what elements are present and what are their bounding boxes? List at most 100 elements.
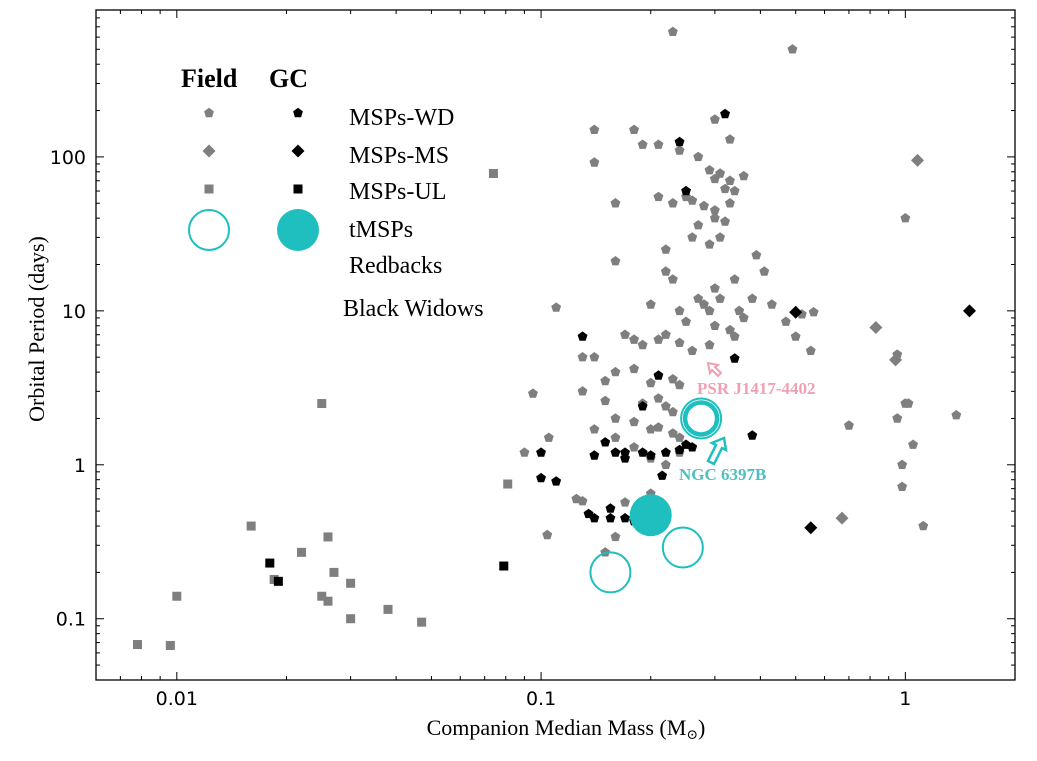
point-msps-ul-field bbox=[172, 591, 182, 601]
point-redbacks-field bbox=[844, 420, 854, 430]
point-msps-wd-field bbox=[687, 232, 698, 242]
point-msps-wd-field bbox=[704, 239, 715, 249]
point-msps-wd-field bbox=[687, 195, 698, 205]
legend-mark-tmsps-gc bbox=[277, 209, 319, 251]
point-msps-wd-field bbox=[738, 170, 749, 181]
point-msps-wd-field bbox=[699, 200, 709, 211]
point-msps-ul-field bbox=[346, 614, 356, 624]
point-msps-wd-field bbox=[589, 352, 600, 362]
point-msps-wd-field bbox=[629, 334, 639, 344]
point-msps-wd-field bbox=[528, 388, 538, 398]
legend-mark-msps-wd-gc bbox=[293, 107, 303, 118]
legend-label-msps-ms: MSPs-MS bbox=[349, 143, 449, 169]
point-msps-ul-field bbox=[503, 479, 513, 489]
point-msps-wd-field bbox=[693, 220, 704, 230]
point-msps-wd-gc bbox=[681, 185, 691, 196]
point-msps-wd-gc bbox=[687, 442, 698, 452]
point-msps-wd-gc bbox=[600, 437, 611, 447]
point-msps-wd-field bbox=[667, 274, 678, 284]
point-msps-wd-field bbox=[729, 274, 740, 284]
point-redbacks-field bbox=[908, 439, 918, 449]
point-tmsps-field bbox=[661, 526, 704, 569]
point-msps-ms-gc bbox=[962, 304, 976, 318]
point-msps-wd-field bbox=[589, 157, 600, 167]
point-msps-wd-field bbox=[674, 432, 685, 442]
y-tick-label: 0.1 bbox=[56, 609, 86, 631]
point-redbacks-field bbox=[805, 345, 816, 355]
point-msps-wd-gc bbox=[589, 450, 600, 460]
point-msps-wd-field bbox=[674, 379, 685, 390]
point-msps-wd-gc bbox=[589, 513, 600, 523]
point-msps-wd-gc bbox=[660, 447, 671, 457]
point-msps-wd-field bbox=[660, 459, 671, 469]
point-msps-wd-field bbox=[620, 329, 630, 339]
point-msps-ul-field bbox=[417, 617, 427, 627]
x-tick-label: 0.01 bbox=[156, 688, 198, 710]
point-msps-wd-field bbox=[653, 422, 664, 432]
point-msps-wd-field bbox=[645, 424, 656, 434]
legend-mark-msps-ul-gc bbox=[293, 184, 303, 194]
point-msps-wd-field bbox=[715, 168, 725, 178]
y-axis-label: Orbital Period (days) bbox=[24, 236, 49, 422]
point-msps-wd-field bbox=[577, 386, 588, 396]
point-msps-wd-field bbox=[610, 413, 621, 423]
point-msps-wd-field bbox=[543, 432, 554, 442]
point-msps-wd-gc bbox=[620, 453, 630, 463]
point-msps-wd-field bbox=[660, 329, 671, 339]
point-msps-wd-gc bbox=[657, 470, 668, 480]
point-msps-wd-field bbox=[720, 216, 730, 226]
point-msps-wd-field bbox=[704, 305, 715, 316]
point-redbacks-field bbox=[808, 307, 819, 317]
point-msps-ul-field bbox=[488, 169, 498, 179]
point-msps-wd-field bbox=[610, 432, 621, 442]
point-msps-wd-field bbox=[542, 529, 553, 540]
point-msps-ul-field bbox=[323, 532, 333, 542]
point-msps-wd-field bbox=[715, 293, 725, 303]
point-redbacks-field bbox=[951, 410, 962, 420]
point-msps-wd-field bbox=[610, 198, 621, 208]
point-msps-ul-gc bbox=[499, 561, 509, 571]
point-msps-wd-field bbox=[629, 124, 639, 134]
point-msps-ul-gc bbox=[273, 576, 283, 586]
point-msps-wd-field bbox=[629, 363, 639, 374]
point-redbacks-field bbox=[900, 213, 911, 223]
point-msps-wd-field bbox=[637, 339, 648, 350]
point-msps-wd-field bbox=[637, 139, 648, 149]
point-msps-wd-gc bbox=[674, 136, 685, 147]
point-redbacks-field bbox=[790, 331, 801, 341]
point-redbacks-field bbox=[897, 481, 908, 491]
legend-header-gc: GC bbox=[269, 64, 308, 93]
point-msps-wd-field bbox=[600, 395, 611, 406]
point-msps-wd-field bbox=[747, 293, 758, 303]
legend-label-black-widows: Black Widows bbox=[343, 296, 484, 322]
point-msps-wd-field bbox=[709, 320, 720, 330]
point-msps-wd-field bbox=[729, 331, 740, 341]
point-redbacks-field bbox=[903, 398, 914, 408]
point-msps-ms-gc bbox=[804, 521, 818, 535]
point-msps-wd-field bbox=[734, 305, 745, 316]
point-msps-wd-field bbox=[704, 165, 715, 175]
point-msps-wd-gc bbox=[720, 108, 730, 119]
point-msps-wd-field bbox=[660, 244, 671, 254]
point-msps-wd-gc bbox=[605, 503, 616, 513]
point-msps-ul-field bbox=[133, 640, 143, 650]
point-msps-wd-field bbox=[781, 316, 791, 326]
legend: Field GC MSPs-WD MSPs-MS MSPs-UL tMSPs R… bbox=[181, 64, 484, 322]
point-msps-wd-gc bbox=[605, 513, 616, 523]
point-msps-wd-gc bbox=[536, 472, 546, 483]
point-msps-wd-field bbox=[653, 334, 664, 344]
point-msps-wd-field bbox=[729, 185, 740, 196]
point-msps-ms-gc bbox=[789, 305, 803, 319]
legend-label-msps-ul: MSPs-UL bbox=[349, 179, 446, 205]
annotation-arrow-ngc bbox=[706, 436, 728, 466]
point-msps-wd-field bbox=[725, 175, 735, 185]
point-msps-wd-field bbox=[653, 393, 664, 403]
legend-mark-msps-ms-field bbox=[202, 144, 216, 158]
point-msps-wd-gc bbox=[637, 447, 648, 457]
point-msps-wd-field bbox=[681, 316, 691, 326]
legend-label-msps-wd: MSPs-WD bbox=[349, 105, 454, 131]
point-redbacks-field bbox=[892, 413, 903, 423]
point-msps-wd-field bbox=[610, 531, 621, 542]
point-msps-wd-field bbox=[693, 151, 704, 162]
